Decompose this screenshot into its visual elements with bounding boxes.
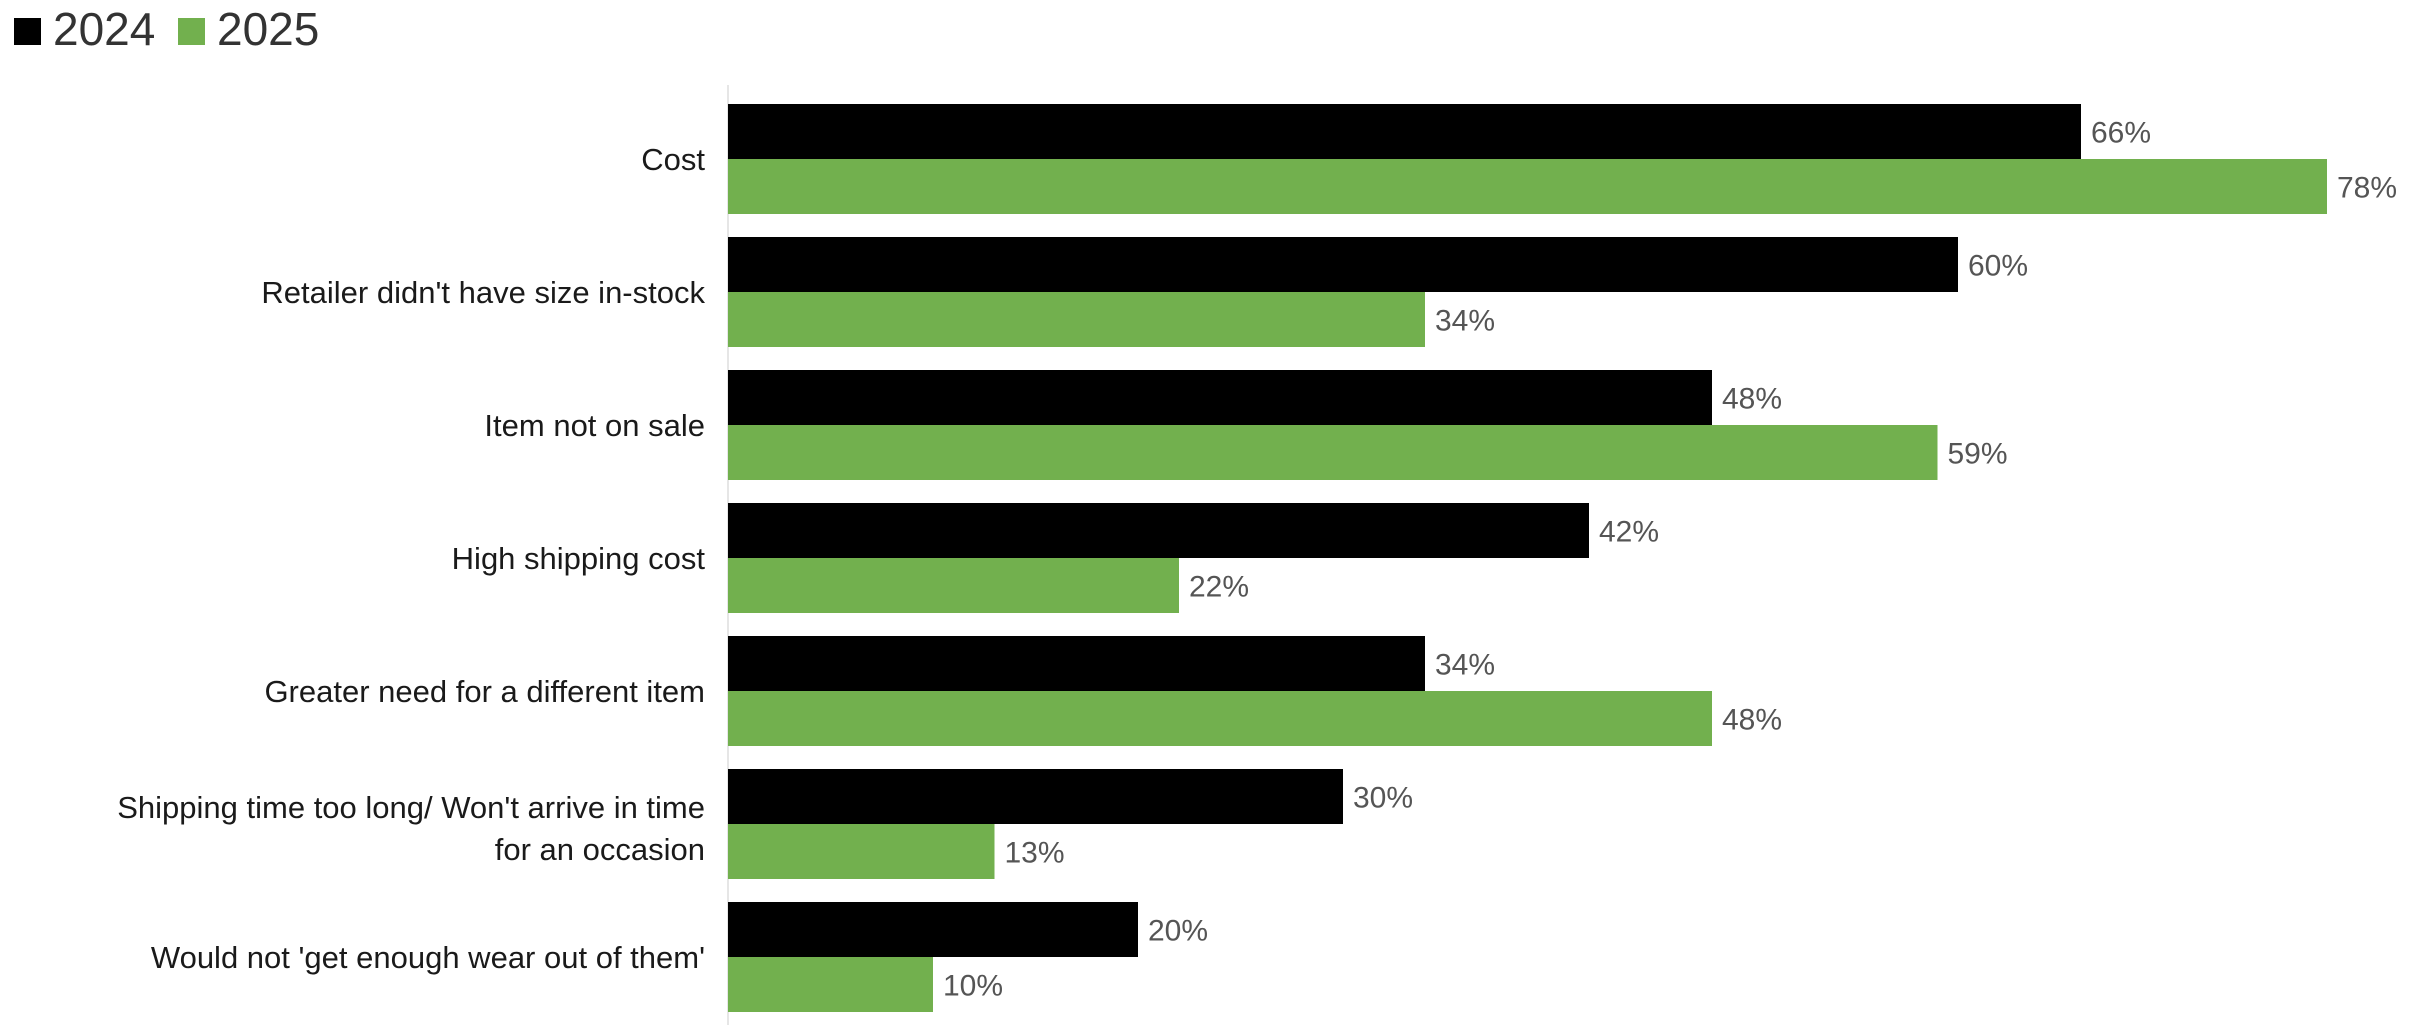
bar-2025-3: [728, 558, 1179, 613]
category-label-6: Would not 'get enough wear out of them': [151, 940, 705, 975]
bar-2024-0: [728, 104, 2081, 159]
legend-swatch-2025: [178, 18, 205, 45]
data-label-2024-6: 20%: [1148, 915, 1208, 948]
data-label-2024-2: 48%: [1722, 383, 1782, 416]
legend: 2024 2025: [14, 3, 319, 55]
data-label-2025-1: 34%: [1435, 305, 1495, 338]
data-label-2024-3: 42%: [1599, 516, 1659, 549]
data-label-2025-2: 59%: [1948, 438, 2008, 471]
category-label-2: Item not on sale: [484, 408, 705, 443]
bar-2025-0: [728, 159, 2327, 214]
bar-2025-2: [728, 425, 1938, 480]
bar-2024-6: [728, 902, 1138, 957]
bar-2025-5: [728, 824, 995, 879]
legend-swatch-2024: [14, 18, 41, 45]
data-label-2024-1: 60%: [1968, 250, 2028, 283]
bar-2025-6: [728, 957, 933, 1012]
category-label-5: Shipping time too long/ Won't arrive in …: [117, 790, 705, 867]
data-labels-group: 66% 78% 60% 34% 48% 59% 42% 22% 34% 48% 30% 13% 20% 1…: [943, 117, 2397, 1003]
data-label-2024-5: 30%: [1353, 782, 1413, 815]
data-label-2025-5: 13%: [1005, 837, 1065, 870]
category-label-1: Retailer didn't have size in-stock: [261, 275, 705, 310]
category-label-4: Greater need for a different item: [264, 674, 705, 709]
data-label-2025-4: 48%: [1722, 704, 1782, 737]
bar-2024-5: [728, 769, 1343, 824]
bar-2024-4: [728, 636, 1425, 691]
bar-2025-1: [728, 292, 1425, 347]
data-label-2025-6: 10%: [943, 970, 1003, 1003]
bars-group: [728, 104, 2327, 1012]
category-labels-group: Cost Retailer didn't have size in-stock It…: [117, 142, 705, 975]
bar-2025-4: [728, 691, 1712, 746]
data-label-2024-4: 34%: [1435, 649, 1495, 682]
category-label-0: Cost: [641, 142, 705, 177]
legend-label-2025: 2025: [217, 3, 319, 55]
category-label-3: High shipping cost: [452, 541, 706, 576]
bar-2024-3: [728, 503, 1589, 558]
legend-label-2024: 2024: [53, 3, 155, 55]
data-label-2025-0: 78%: [2337, 172, 2397, 205]
bar-2024-2: [728, 370, 1712, 425]
data-label-2025-3: 22%: [1189, 571, 1249, 604]
data-label-2024-0: 66%: [2091, 117, 2151, 150]
bar-2024-1: [728, 237, 1958, 292]
